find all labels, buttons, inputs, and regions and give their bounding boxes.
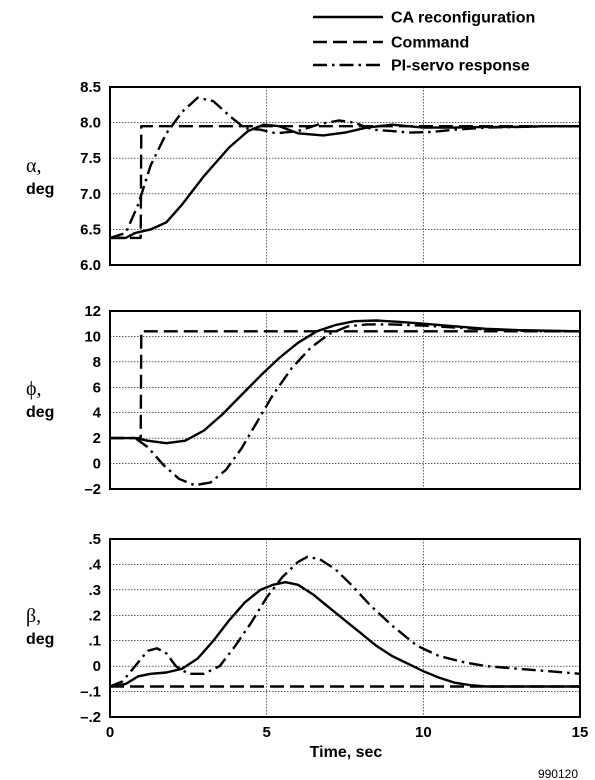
phi-ytick-label: 6 (93, 379, 101, 396)
beta-xtick-label: 10 (415, 724, 432, 741)
beta-ytick-label: .5 (88, 531, 101, 548)
legend-label-command: Command (391, 35, 469, 52)
legend-label-pi: PI-servo response (391, 58, 530, 75)
phi-ytick-label: 2 (93, 430, 101, 447)
phi-ytick-label: 4 (93, 405, 102, 422)
beta-xtick-label: 0 (106, 724, 114, 741)
alpha-panel: α, deg 6.0 6.5 7.0 7.5 8.0 8.5 (26, 79, 581, 274)
beta-ytick-label: –.1 (80, 684, 101, 701)
phi-axis-label: ϕ, (26, 378, 42, 400)
beta-ytick-label: .2 (88, 607, 101, 624)
alpha-series-dashed (110, 124, 580, 240)
alpha-ytick-label: 6.5 (80, 221, 101, 238)
beta-plot-frame (109, 538, 581, 718)
x-axis-label: Time, sec (310, 744, 383, 761)
phi-ytick-label: 10 (84, 328, 101, 345)
phi-ytick-label: –2 (84, 481, 101, 498)
phi-ytick-label: 12 (84, 303, 101, 320)
alpha-series-solid (110, 123, 580, 240)
legend: CA reconfiguration Command PI-servo resp… (313, 10, 535, 75)
beta-ytick-label: .1 (88, 633, 101, 650)
phi-ytick-label: 0 (93, 456, 101, 473)
alpha-series-dashdot (109, 96, 580, 240)
alpha-ytick-label: 6.0 (80, 257, 101, 274)
phi-axis-unit: deg (26, 404, 54, 421)
alpha-plot-frame (109, 86, 581, 266)
phi-series-solid (110, 319, 581, 445)
beta-xtick-label: 15 (572, 724, 589, 741)
beta-xtick-label: 5 (262, 724, 270, 741)
alpha-ytick-label: 7.0 (80, 186, 101, 203)
beta-panel: β, deg –.2 –.1 0 .1 .2 .3 .4 .5 0 5 10 15 (26, 531, 588, 741)
beta-ytick-label: .3 (88, 582, 101, 599)
figure-number: 990120 (538, 767, 578, 780)
phi-series-dashed (110, 330, 580, 440)
alpha-ytick-label: 8.5 (80, 79, 101, 96)
alpha-ytick-label: 7.5 (80, 150, 101, 167)
phi-plot-frame (109, 310, 581, 490)
beta-axis-label: β, (26, 605, 41, 627)
beta-ytick-label: –.2 (80, 709, 101, 726)
alpha-axis-label: α, (26, 155, 41, 177)
beta-axis-unit: deg (26, 631, 54, 648)
phi-panel: ϕ, deg –2 0 2 4 6 8 10 12 (26, 303, 581, 498)
beta-series-dashdot (109, 555, 581, 688)
alpha-axis-unit: deg (26, 181, 54, 198)
phi-series-dashdot (110, 323, 580, 487)
beta-ytick-label: 0 (93, 658, 101, 675)
alpha-ytick-label: 8.0 (80, 115, 101, 132)
phi-ytick-label: 8 (93, 354, 101, 371)
beta-series-solid (109, 581, 580, 688)
legend-label-ca: CA reconfiguration (391, 10, 535, 27)
beta-ytick-label: .4 (88, 556, 101, 573)
